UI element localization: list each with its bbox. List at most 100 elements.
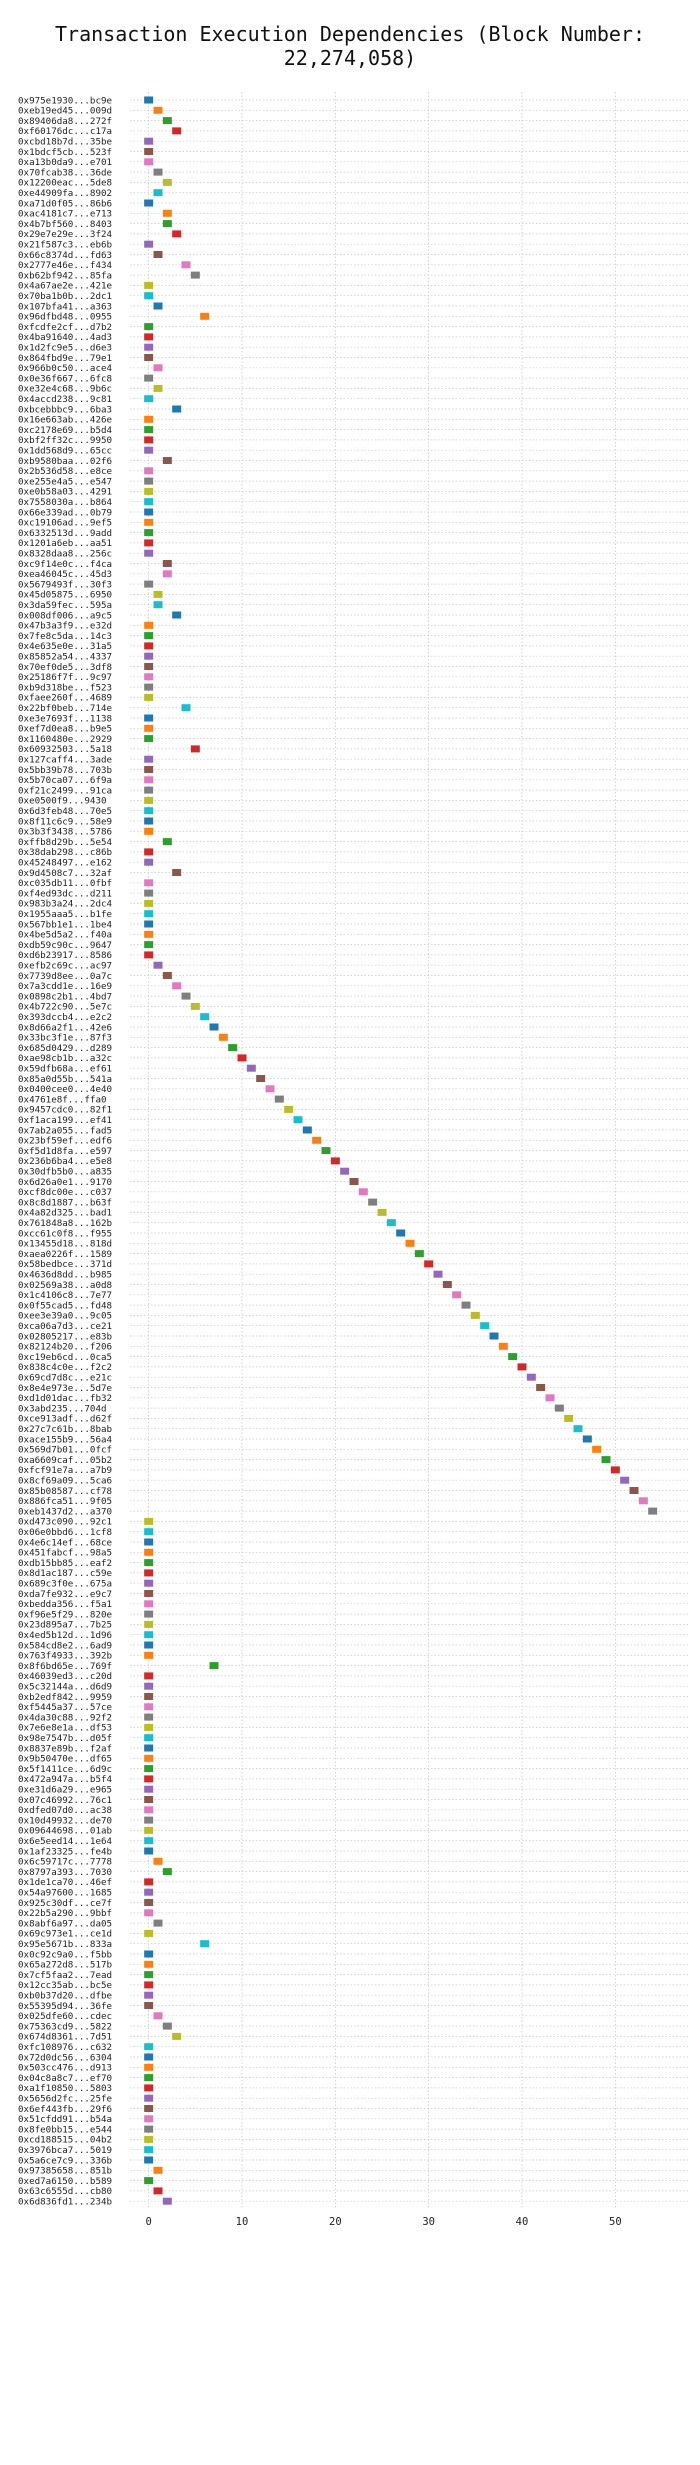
data-point xyxy=(144,1909,154,1917)
y-tick-label: 0xfc108976...c632 xyxy=(18,2042,112,2053)
y-tick-label: 0xea46045c...45d3 xyxy=(18,569,112,580)
y-tick-label: 0x008df006...a9c5 xyxy=(18,610,112,621)
y-tick-label: 0x72d0dc56...6304 xyxy=(18,2052,113,2063)
data-point xyxy=(564,1414,574,1422)
y-tick-label: 0x6d836fd1...234b xyxy=(18,2197,112,2208)
data-point xyxy=(144,1950,154,1958)
y-tick-label: 0x30dfb5b0...a835 xyxy=(18,1167,112,1178)
y-tick-label: 0xce913adf...d62f xyxy=(18,1414,112,1425)
y-tick-label: 0xcf8dc00e...c037 xyxy=(18,1187,112,1198)
y-tick-label: 0x38dab298...c86b xyxy=(18,847,112,858)
y-tick-label: 0xa1f10850...5803 xyxy=(18,2083,112,2094)
data-point xyxy=(144,415,154,423)
y-tick-label: 0xef7d0ea8...b9e5 xyxy=(18,724,112,735)
data-point xyxy=(237,1054,247,1062)
data-point xyxy=(144,693,154,701)
y-tick-label: 0xa6609caf...05b2 xyxy=(18,1455,112,1466)
data-point xyxy=(162,838,172,846)
y-tick-label: 0x472a947a...b5f4 xyxy=(18,1774,113,1785)
y-tick-label: 0x85a0d55b...541a xyxy=(18,1074,112,1085)
y-tick-label: 0x5679493f...30f3 xyxy=(18,579,112,590)
data-point xyxy=(144,1682,154,1690)
y-tick-label: 0xdb15bb85...eaf2 xyxy=(18,1558,112,1569)
data-point xyxy=(144,1899,154,1906)
data-point xyxy=(144,1672,154,1680)
data-point xyxy=(144,2105,154,2112)
y-tick-label: 0xe0b58a03...4291 xyxy=(18,487,112,498)
data-point xyxy=(648,1507,658,1515)
data-point xyxy=(162,560,172,567)
y-tick-label: 0x7a3cdd1e...16e9 xyxy=(18,981,112,992)
data-point xyxy=(162,570,172,578)
y-tick-label: 0xf5d1d8fa...e597 xyxy=(18,1146,112,1157)
data-point xyxy=(144,137,154,145)
data-point xyxy=(144,776,154,784)
y-tick-label: 0x4ed5b12d...1d96 xyxy=(18,1630,112,1641)
y-tick-label: 0x4b722c90...5e7c xyxy=(18,1002,112,1013)
y-tick-label: 0x8fe0bb15...e544 xyxy=(18,2124,113,2135)
data-point xyxy=(144,899,154,907)
data-point xyxy=(153,2187,163,2195)
y-tick-label: 0xda7fe932...e9c7 xyxy=(18,1589,112,1600)
data-point xyxy=(144,1734,154,1742)
y-tick-label: 0x13455d18...818d xyxy=(18,1239,112,1250)
y-tick-label: 0x70ef0de5...3df8 xyxy=(18,662,112,673)
y-tick-label: 0x8f11c6c9...58e9 xyxy=(18,816,112,827)
y-tick-label: 0x7e6e8e1a...df53 xyxy=(18,1723,112,1734)
data-point xyxy=(144,1538,154,1546)
y-tick-label: 0x5c32144a...d6d9 xyxy=(18,1682,112,1693)
data-point xyxy=(470,1311,480,1319)
y-tick-label: 0x96dfbd48...0955 xyxy=(18,312,112,323)
data-point xyxy=(162,117,172,125)
y-tick-label: 0x69cd7d8c...e21c xyxy=(18,1373,112,1384)
y-tick-label: 0x22bf0beb...714e xyxy=(18,703,112,714)
data-point xyxy=(321,1147,331,1155)
data-point xyxy=(144,539,154,547)
data-point xyxy=(144,2135,154,2143)
data-point xyxy=(508,1353,518,1361)
data-point xyxy=(592,1445,602,1453)
data-point xyxy=(144,1826,154,1834)
y-tick-label: 0xca06a7d3...ce21 xyxy=(18,1321,112,1332)
y-tick-label: 0xfcf91e7a...a7b9 xyxy=(18,1465,112,1476)
data-point xyxy=(144,2125,154,2133)
data-point xyxy=(144,951,154,959)
y-tick-label: 0x8cf69a09...5ca6 xyxy=(18,1476,112,1487)
data-point xyxy=(582,1435,592,1443)
y-tick-label: 0x12200eac...5de8 xyxy=(18,178,112,189)
data-point xyxy=(144,240,154,248)
y-tick-label: 0x5656d2fc...25fe xyxy=(18,2094,112,2105)
data-point xyxy=(144,1713,154,1721)
data-point xyxy=(190,271,200,279)
y-tick-label: 0xf60176dc...c17a xyxy=(18,126,112,137)
data-point xyxy=(144,766,154,773)
data-point xyxy=(144,910,154,918)
y-tick-label: 0xac4181c7...e713 xyxy=(18,209,112,220)
y-tick-label: 0xaea0226f...1589 xyxy=(18,1249,112,1260)
data-point xyxy=(368,1198,378,1206)
y-tick-label: 0x4e6c14ef...68ce xyxy=(18,1537,112,1548)
y-tick-label: 0xdb59c90c...9647 xyxy=(18,940,112,951)
data-point xyxy=(144,1693,154,1700)
data-point xyxy=(424,1260,434,1268)
y-tick-label: 0x46039ed3...c20d xyxy=(18,1671,112,1682)
y-tick-label: 0x5b70ca07...6f9a xyxy=(18,775,112,786)
data-point xyxy=(144,2063,154,2071)
y-tick-label: 0x22b5a290...9bbf xyxy=(18,1908,112,1919)
data-point xyxy=(144,487,154,495)
x-tick-label: 30 xyxy=(422,2216,435,2228)
y-tick-label: 0x451fabcf...98a5 xyxy=(18,1548,112,1559)
y-tick-label: 0x4761e8f...ffa0 xyxy=(18,1094,107,1105)
y-tick-label: 0x09644698...01ab xyxy=(18,1826,112,1837)
y-tick-label: 0x4da30c88...92f2 xyxy=(18,1712,112,1723)
data-point xyxy=(144,1651,154,1659)
data-point xyxy=(144,323,154,331)
data-point xyxy=(172,230,182,238)
y-tick-label: 0x8797a393...7030 xyxy=(18,1867,112,1878)
y-tick-label: 0x236b6ba4...e5e8 xyxy=(18,1156,112,1167)
data-point xyxy=(349,1178,359,1185)
y-tick-label: 0xae98cb1b...a32c xyxy=(18,1053,112,1064)
y-tick-label: 0x4e635e0e...31a5 xyxy=(18,641,112,652)
y-tick-label: 0xf5445a37...57ce xyxy=(18,1702,112,1713)
